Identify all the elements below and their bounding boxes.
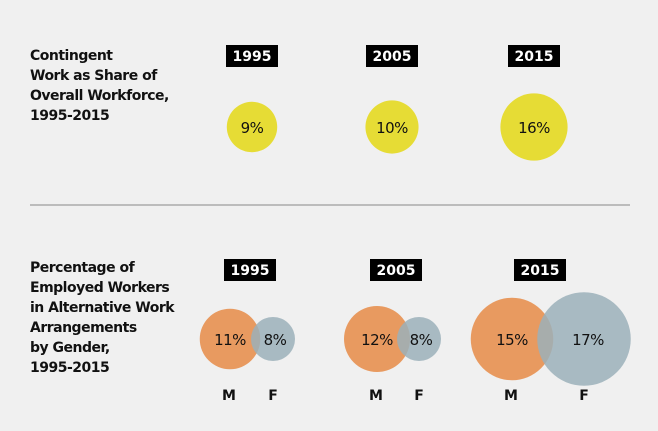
year-label: 2005 <box>377 263 416 279</box>
value-label: 10% <box>376 119 408 137</box>
year-label-box <box>508 45 560 67</box>
year-label-box <box>226 45 278 67</box>
value-label: 12% <box>361 331 393 349</box>
bubble-m-1995 <box>199 308 261 370</box>
bubble-f-2015 <box>537 292 631 386</box>
year-label: 1995 <box>231 263 270 279</box>
year-label: 1995 <box>233 49 272 65</box>
bubble-f-2005 <box>397 317 441 361</box>
series-label-m: M <box>504 388 518 404</box>
year-label: 2015 <box>521 263 560 279</box>
bubble-1995 <box>226 101 278 153</box>
value-label: 8% <box>410 331 433 349</box>
year-label: 2005 <box>373 49 412 65</box>
value-label: 16% <box>518 119 550 137</box>
year-label: 2015 <box>515 49 554 65</box>
value-label: 8% <box>264 331 287 349</box>
series-label-f: F <box>268 388 278 404</box>
series-label-m: M <box>222 388 236 404</box>
series-label-f: F <box>579 388 589 404</box>
year-label-box <box>366 45 418 67</box>
chart-title-contingent: Contingent Work as Share of Overall Work… <box>30 48 169 124</box>
value-label: 9% <box>241 119 264 137</box>
year-label-box <box>370 259 422 281</box>
series-label-m: M <box>369 388 383 404</box>
chart-title-gender: Percentage of Employed Workers in Altern… <box>30 260 175 376</box>
year-label-box <box>514 259 566 281</box>
value-label: 17% <box>572 331 604 349</box>
value-label: 15% <box>496 331 528 349</box>
bubble-m-2005 <box>344 306 410 372</box>
bubble-m-2015 <box>470 297 554 381</box>
series-label-f: F <box>414 388 424 404</box>
bubble-2015 <box>500 93 568 161</box>
value-label: 11% <box>214 331 246 349</box>
bubble-2005 <box>365 100 419 154</box>
bubble-f-1995 <box>251 317 295 361</box>
year-label-box <box>224 259 276 281</box>
